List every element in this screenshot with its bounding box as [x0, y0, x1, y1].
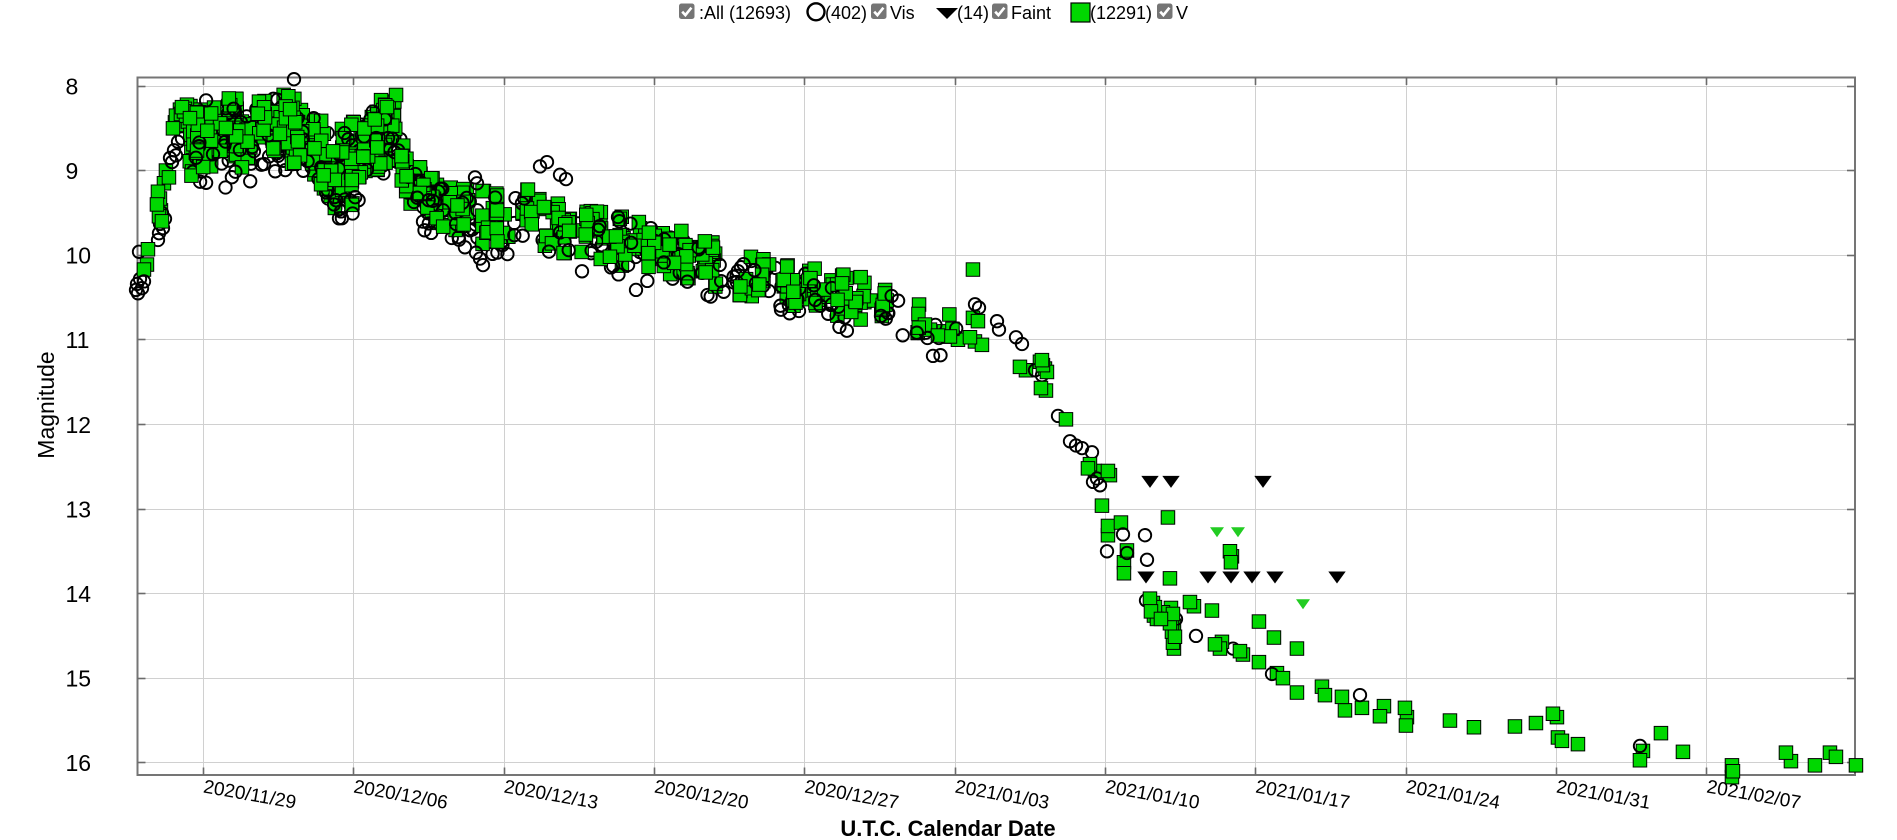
svg-text:2020/12/13: 2020/12/13 [502, 777, 599, 814]
svg-text:2020/12/06: 2020/12/06 [352, 777, 449, 814]
svg-text::All (12693): :All (12693) [699, 3, 791, 23]
svg-text:8: 8 [66, 73, 79, 99]
svg-text:(402): (402) [825, 3, 867, 23]
svg-text:9: 9 [66, 158, 79, 184]
svg-text:12: 12 [66, 412, 92, 438]
svg-text:10: 10 [66, 243, 92, 269]
svg-text:2020/12/20: 2020/12/20 [653, 777, 750, 814]
svg-text:2021/01/24: 2021/01/24 [1404, 777, 1502, 814]
svg-text:2021/02/07: 2021/02/07 [1705, 777, 1802, 814]
svg-text:2021/01/03: 2021/01/03 [953, 777, 1050, 814]
svg-text:(12291): (12291) [1090, 3, 1152, 23]
svg-text:2020/11/29: 2020/11/29 [202, 777, 298, 814]
svg-text:V: V [1176, 3, 1188, 23]
svg-text:13: 13 [66, 496, 92, 522]
svg-text:U.T.C. Calendar Date: U.T.C. Calendar Date [840, 816, 1055, 840]
svg-text:2021/01/10: 2021/01/10 [1104, 777, 1201, 814]
svg-text:Faint: Faint [1011, 3, 1051, 23]
svg-text:(14): (14) [957, 3, 989, 23]
svg-text:Vis: Vis [890, 3, 915, 23]
svg-text:2021/01/31: 2021/01/31 [1555, 777, 1652, 814]
svg-text:2020/12/27: 2020/12/27 [803, 777, 900, 814]
svg-text:11: 11 [66, 327, 90, 353]
svg-text:16: 16 [66, 750, 92, 776]
svg-text:14: 14 [66, 581, 92, 607]
svg-text:2021/01/17: 2021/01/17 [1254, 777, 1351, 814]
svg-text:Magnitude: Magnitude [33, 351, 59, 458]
svg-text:15: 15 [66, 666, 92, 692]
